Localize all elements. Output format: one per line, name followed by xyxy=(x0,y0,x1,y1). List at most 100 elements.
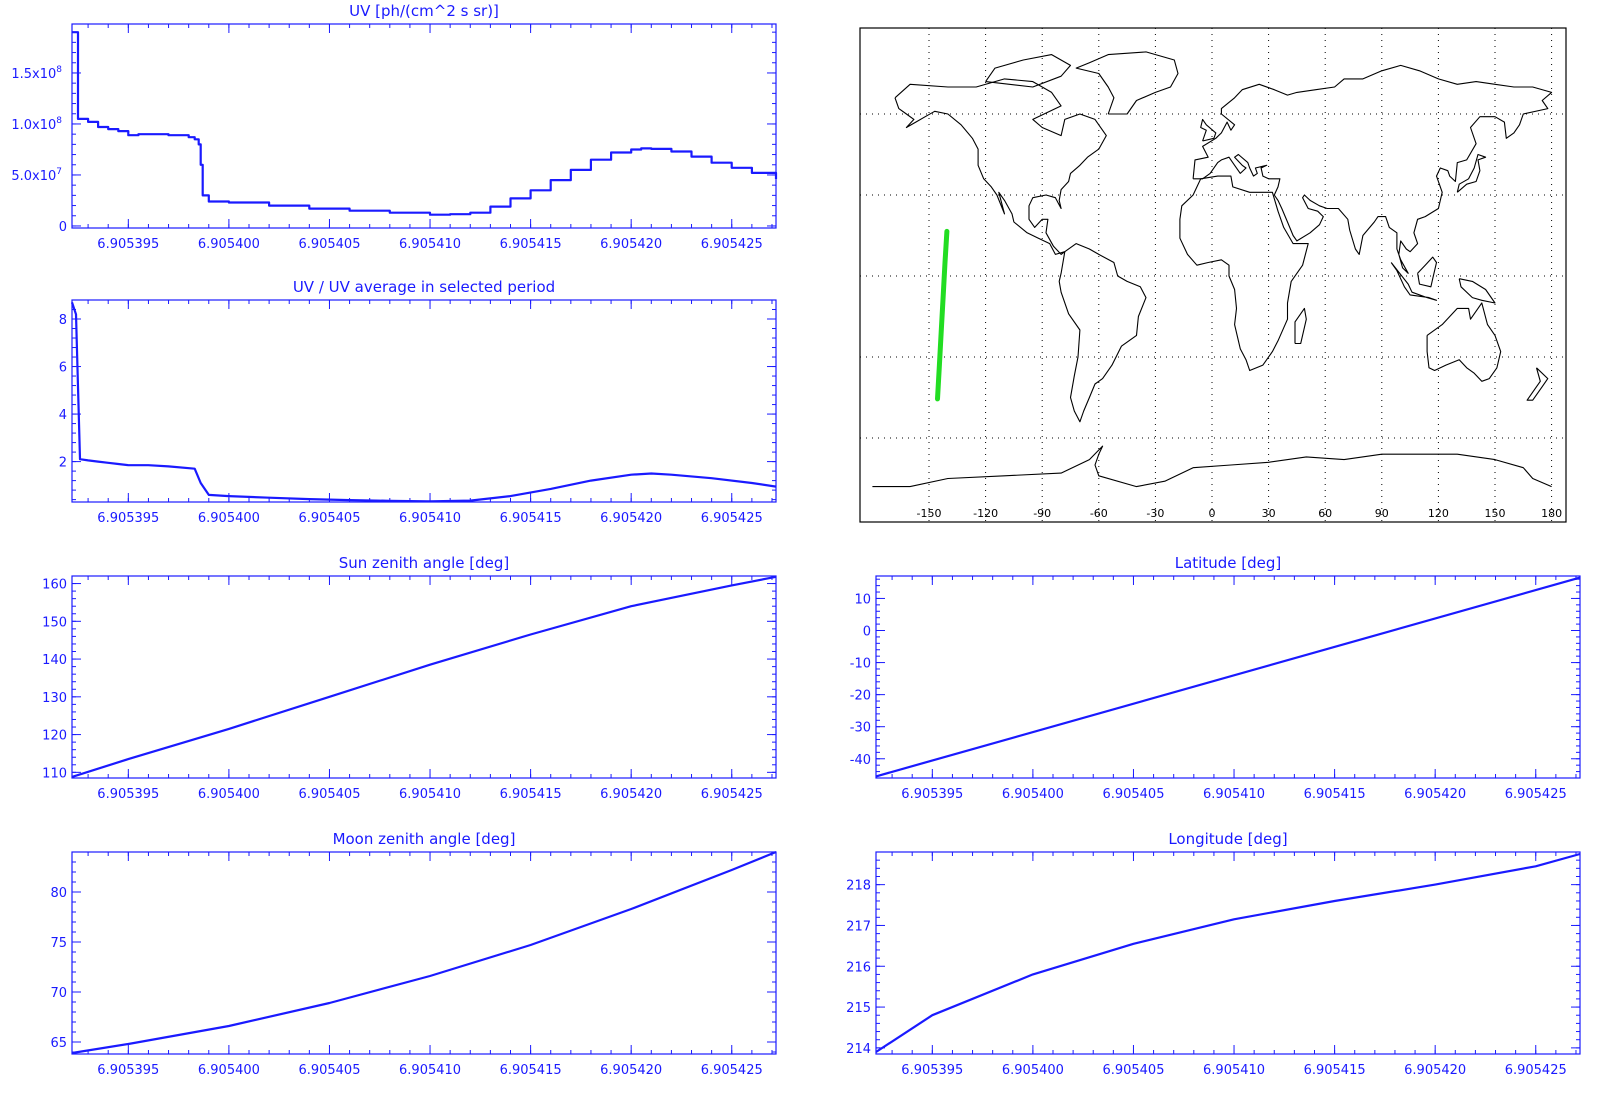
x-tick-label: 6.905415 xyxy=(500,511,562,526)
coastline-new-guinea xyxy=(1458,278,1496,304)
y-tick-label: 75 xyxy=(50,936,67,951)
map-lon-label: 120 xyxy=(1428,507,1449,520)
x-tick-label: 6.905425 xyxy=(701,237,763,252)
x-tick-label: 6.905420 xyxy=(600,1063,662,1078)
chart-latitude: Latitude [deg] 6.905395 6.905400 6.905405 6.… xyxy=(850,554,1581,802)
plot-panels: UV [ph/(cm^2 s sr)] 6.905395 6.905400 6.905… xyxy=(11,2,1581,1078)
x-tick-label: 6.905415 xyxy=(1304,1063,1366,1078)
map-lon-label: 30 xyxy=(1262,507,1276,520)
x-tick-label: 6.905400 xyxy=(1002,787,1064,802)
map-lon-label: -60 xyxy=(1090,507,1108,520)
map-lon-label: -30 xyxy=(1146,507,1164,520)
chart-moon-zenith: Moon zenith angle [deg] 6.905395 6.905400 6… xyxy=(50,830,777,1078)
chart-title: Longitude [deg] xyxy=(1168,830,1287,848)
y-tick-label: 140 xyxy=(42,653,67,668)
coastline-south-america xyxy=(1058,243,1147,423)
map-lon-label: -150 xyxy=(917,507,942,520)
x-tick-label: 6.905420 xyxy=(600,237,662,252)
y-tick-label: 65 xyxy=(50,1036,67,1051)
map-lon-label: 90 xyxy=(1375,507,1389,520)
y-tick-label: 160 xyxy=(42,578,67,593)
y-tick-label: -40 xyxy=(850,753,871,768)
x-tick-label: 6.905415 xyxy=(500,787,562,802)
x-tick-label: 6.905395 xyxy=(97,787,159,802)
y-tick-label: 110 xyxy=(42,766,67,781)
coastline-madagascar xyxy=(1294,307,1307,345)
x-tick-label: 6.905410 xyxy=(399,1063,461,1078)
map-lon-label: -90 xyxy=(1033,507,1051,520)
y-tick-label: 4 xyxy=(59,408,67,423)
x-tick-label: 6.905410 xyxy=(399,237,461,252)
y-tick-label: 216 xyxy=(846,960,871,975)
map-lon-label: -120 xyxy=(973,507,998,520)
y-tick-label: -30 xyxy=(850,721,871,736)
series-line xyxy=(875,576,1581,778)
y-tick-label: -10 xyxy=(850,657,871,672)
x-tick-label: 6.905415 xyxy=(1304,787,1366,802)
chart-longitude: Longitude [deg] 6.905395 6.905400 6.905405 6… xyxy=(846,830,1581,1078)
y-tick-label: 10 xyxy=(854,592,871,607)
x-tick-label: 6.905405 xyxy=(298,1063,360,1078)
plot-frame xyxy=(71,851,777,1055)
x-tick-label: 6.905410 xyxy=(1203,1063,1265,1078)
map-lon-label: 60 xyxy=(1318,507,1332,520)
coastline-australia xyxy=(1426,302,1502,382)
x-tick-label: 6.905400 xyxy=(198,511,260,526)
x-tick-label: 6.905405 xyxy=(298,511,360,526)
chart-sun-zenith: Sun zenith angle [deg] 6.905395 6.905400 6.… xyxy=(42,554,777,802)
y-tick-label: 150 xyxy=(42,615,67,630)
x-tick-label: 6.905425 xyxy=(701,511,763,526)
plot-frame xyxy=(71,575,777,779)
chart-uv: UV [ph/(cm^2 s sr)] 6.905395 6.905400 6.905… xyxy=(11,2,778,252)
x-tick-label: 6.905410 xyxy=(399,787,461,802)
satellite-track xyxy=(935,228,950,402)
y-tick-label: 2 xyxy=(59,456,67,471)
world-map-panel: -150 -120 -90 -60 -30 0 30 60 90 120 150 180 xyxy=(859,27,1567,523)
coastline-arctic-islands xyxy=(985,54,1072,88)
x-tick-label: 6.905405 xyxy=(298,237,360,252)
chart-uv-ratio: UV / UV average in selected period 6.9053… xyxy=(59,278,777,526)
series-line xyxy=(71,575,777,778)
x-tick-label: 6.905420 xyxy=(600,787,662,802)
coastline-japan xyxy=(1456,153,1487,193)
y-tick-label: 70 xyxy=(50,986,67,1001)
x-tick-label: 6.905400 xyxy=(198,1063,260,1078)
chart-title: Moon zenith angle [deg] xyxy=(333,830,516,848)
y-tick-label: 1.5x108 xyxy=(11,65,62,82)
x-tick-label: 6.905420 xyxy=(1404,787,1466,802)
coastline-indonesia xyxy=(1390,262,1438,301)
x-tick-label: 6.905425 xyxy=(701,1063,763,1078)
y-tick-label: 215 xyxy=(846,1001,871,1016)
plot-frame xyxy=(875,575,1581,779)
x-tick-label: 6.905395 xyxy=(97,511,159,526)
x-tick-label: 6.905415 xyxy=(500,1063,562,1078)
series-line xyxy=(875,852,1581,1053)
y-tick-label: 1.0x108 xyxy=(11,116,62,133)
x-tick-label: 6.905395 xyxy=(97,237,159,252)
coastline-borneo xyxy=(1417,256,1438,288)
map-lon-label: 150 xyxy=(1485,507,1506,520)
x-tick-label: 6.905395 xyxy=(901,787,963,802)
coastline-antarctica xyxy=(872,445,1552,488)
y-tick-label: -20 xyxy=(850,689,871,704)
chart-title: Latitude [deg] xyxy=(1175,554,1281,572)
x-tick-label: 6.905420 xyxy=(1404,1063,1466,1078)
coastline-north-america xyxy=(894,78,1107,255)
x-tick-label: 6.905420 xyxy=(600,511,662,526)
x-tick-label: 6.905425 xyxy=(1505,1063,1567,1078)
x-tick-label: 6.905425 xyxy=(1505,787,1567,802)
coastline-africa xyxy=(1179,175,1309,372)
chart-title: UV / UV average in selected period xyxy=(293,278,555,296)
chart-title: UV [ph/(cm^2 s sr)] xyxy=(349,2,499,20)
series-line xyxy=(70,302,777,503)
x-tick-label: 6.905405 xyxy=(298,787,360,802)
coastline-greenland xyxy=(1075,51,1179,115)
series-line xyxy=(72,31,778,216)
plot-frame xyxy=(71,23,777,229)
x-tick-label: 6.905425 xyxy=(701,787,763,802)
y-tick-label: 0 xyxy=(59,220,67,235)
y-tick-label: 214 xyxy=(846,1042,871,1057)
x-tick-label: 6.905400 xyxy=(198,237,260,252)
chart-title: Sun zenith angle [deg] xyxy=(339,554,510,572)
